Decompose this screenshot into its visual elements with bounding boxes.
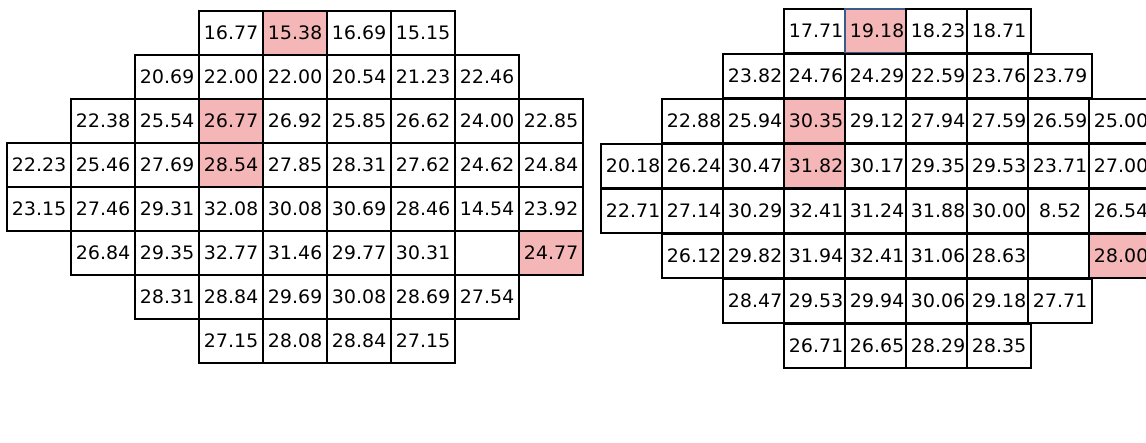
grid-cell: 24.76 — [783, 53, 849, 99]
grid-cell: 26.59 — [1027, 98, 1093, 144]
grid-cell: 18.71 — [966, 8, 1032, 54]
grid-cell: 24.29 — [844, 53, 910, 99]
grid-cell: 28.47 — [722, 278, 788, 324]
grid-cell: 26.65 — [844, 323, 910, 369]
grid-cell: 26.92 — [262, 98, 328, 144]
grid-cell: 20.69 — [134, 54, 200, 100]
grid-cell: 25.94 — [722, 98, 788, 144]
grid-cell: 21.23 — [390, 54, 456, 100]
grid-cell: 16.69 — [326, 10, 392, 56]
grid-cell: 8.52 — [1027, 188, 1093, 234]
grid-cell: 29.69 — [262, 274, 328, 320]
grid-cell: 27.94 — [905, 98, 971, 144]
grid-cell: 23.71 — [1027, 143, 1093, 189]
highlighted-grid-cell: 26.77 — [198, 98, 264, 144]
grid-cell: 31.06 — [905, 233, 971, 279]
highlighted-grid-cell: 24.77 — [518, 230, 584, 276]
grid-cell: 29.94 — [844, 278, 910, 324]
grid-cell: 29.53 — [783, 278, 849, 324]
grid-cell: 26.24 — [661, 143, 727, 189]
grid-cell: 27.85 — [262, 142, 328, 188]
grid-cell: 27.59 — [966, 98, 1032, 144]
grid-cell: 28.08 — [262, 318, 328, 364]
grid-cell: 31.46 — [262, 230, 328, 276]
grid-cell: 25.00 — [1088, 98, 1146, 144]
grid-cell: 22.59 — [905, 53, 971, 99]
grid-cell: 24.62 — [454, 142, 520, 188]
grid-cell: 31.94 — [783, 233, 849, 279]
grid-cell: 28.84 — [326, 318, 392, 364]
grid-cell: 17.71 — [783, 8, 849, 54]
grid-cell: 27.71 — [1027, 278, 1093, 324]
grid-cell: 26.71 — [783, 323, 849, 369]
highlighted-grid-cell: 19.18 — [844, 8, 910, 54]
grid-cell — [1027, 233, 1093, 279]
grid-cell: 18.23 — [905, 8, 971, 54]
highlighted-grid-cell: 30.35 — [783, 98, 849, 144]
grid-cell: 27.15 — [390, 318, 456, 364]
grid-cell: 22.88 — [661, 98, 727, 144]
grid-cell: 29.77 — [326, 230, 392, 276]
grid-cell: 29.18 — [966, 278, 1032, 324]
grid-cell: 25.46 — [70, 142, 136, 188]
grid-cell: 32.77 — [198, 230, 264, 276]
grid-cell: 31.24 — [844, 188, 910, 234]
grid-cell: 27.54 — [454, 274, 520, 320]
grid-cell: 26.84 — [70, 230, 136, 276]
grid-cell: 32.41 — [783, 188, 849, 234]
grid-cell: 30.00 — [966, 188, 1032, 234]
grid-cell: 22.00 — [262, 54, 328, 100]
grid-cell: 26.12 — [661, 233, 727, 279]
grid-cell: 20.18 — [600, 143, 666, 189]
grid-cell: 29.35 — [905, 143, 971, 189]
grid-cell: 32.41 — [844, 233, 910, 279]
grid-cell: 24.00 — [454, 98, 520, 144]
highlighted-grid-cell: 31.82 — [783, 143, 849, 189]
grid-cell: 28.63 — [966, 233, 1032, 279]
grid-cell: 30.29 — [722, 188, 788, 234]
grid-cell: 22.71 — [600, 188, 666, 234]
highlighted-grid-cell: 28.00 — [1088, 233, 1146, 279]
grid-cell: 14.54 — [454, 186, 520, 232]
grid-cell: 29.82 — [722, 233, 788, 279]
grid-cell: 23.82 — [722, 53, 788, 99]
grid-cell: 31.88 — [905, 188, 971, 234]
grid-cell: 23.79 — [1027, 53, 1093, 99]
grid-cell: 30.17 — [844, 143, 910, 189]
grid-cell: 28.29 — [905, 323, 971, 369]
grid-cell: 16.77 — [198, 10, 264, 56]
grid-cell: 27.46 — [70, 186, 136, 232]
grid-cell: 27.00 — [1088, 143, 1146, 189]
grid-cell: 22.46 — [454, 54, 520, 100]
grid-cell: 28.35 — [966, 323, 1032, 369]
grid-cell: 28.46 — [390, 186, 456, 232]
highlighted-grid-cell: 28.54 — [198, 142, 264, 188]
grid-cell: 23.15 — [6, 186, 72, 232]
grid-cell: 22.85 — [518, 98, 584, 144]
grid-cell: 32.08 — [198, 186, 264, 232]
grid-cell: 23.76 — [966, 53, 1032, 99]
grid-cell: 29.53 — [966, 143, 1032, 189]
grid-cell: 25.54 — [134, 98, 200, 144]
grid-cell: 27.14 — [661, 188, 727, 234]
grid-cell: 26.54 — [1088, 188, 1146, 234]
grid-cell: 30.47 — [722, 143, 788, 189]
grid-cell: 29.12 — [844, 98, 910, 144]
grid-cell: 30.06 — [905, 278, 971, 324]
grid-cell: 23.92 — [518, 186, 584, 232]
